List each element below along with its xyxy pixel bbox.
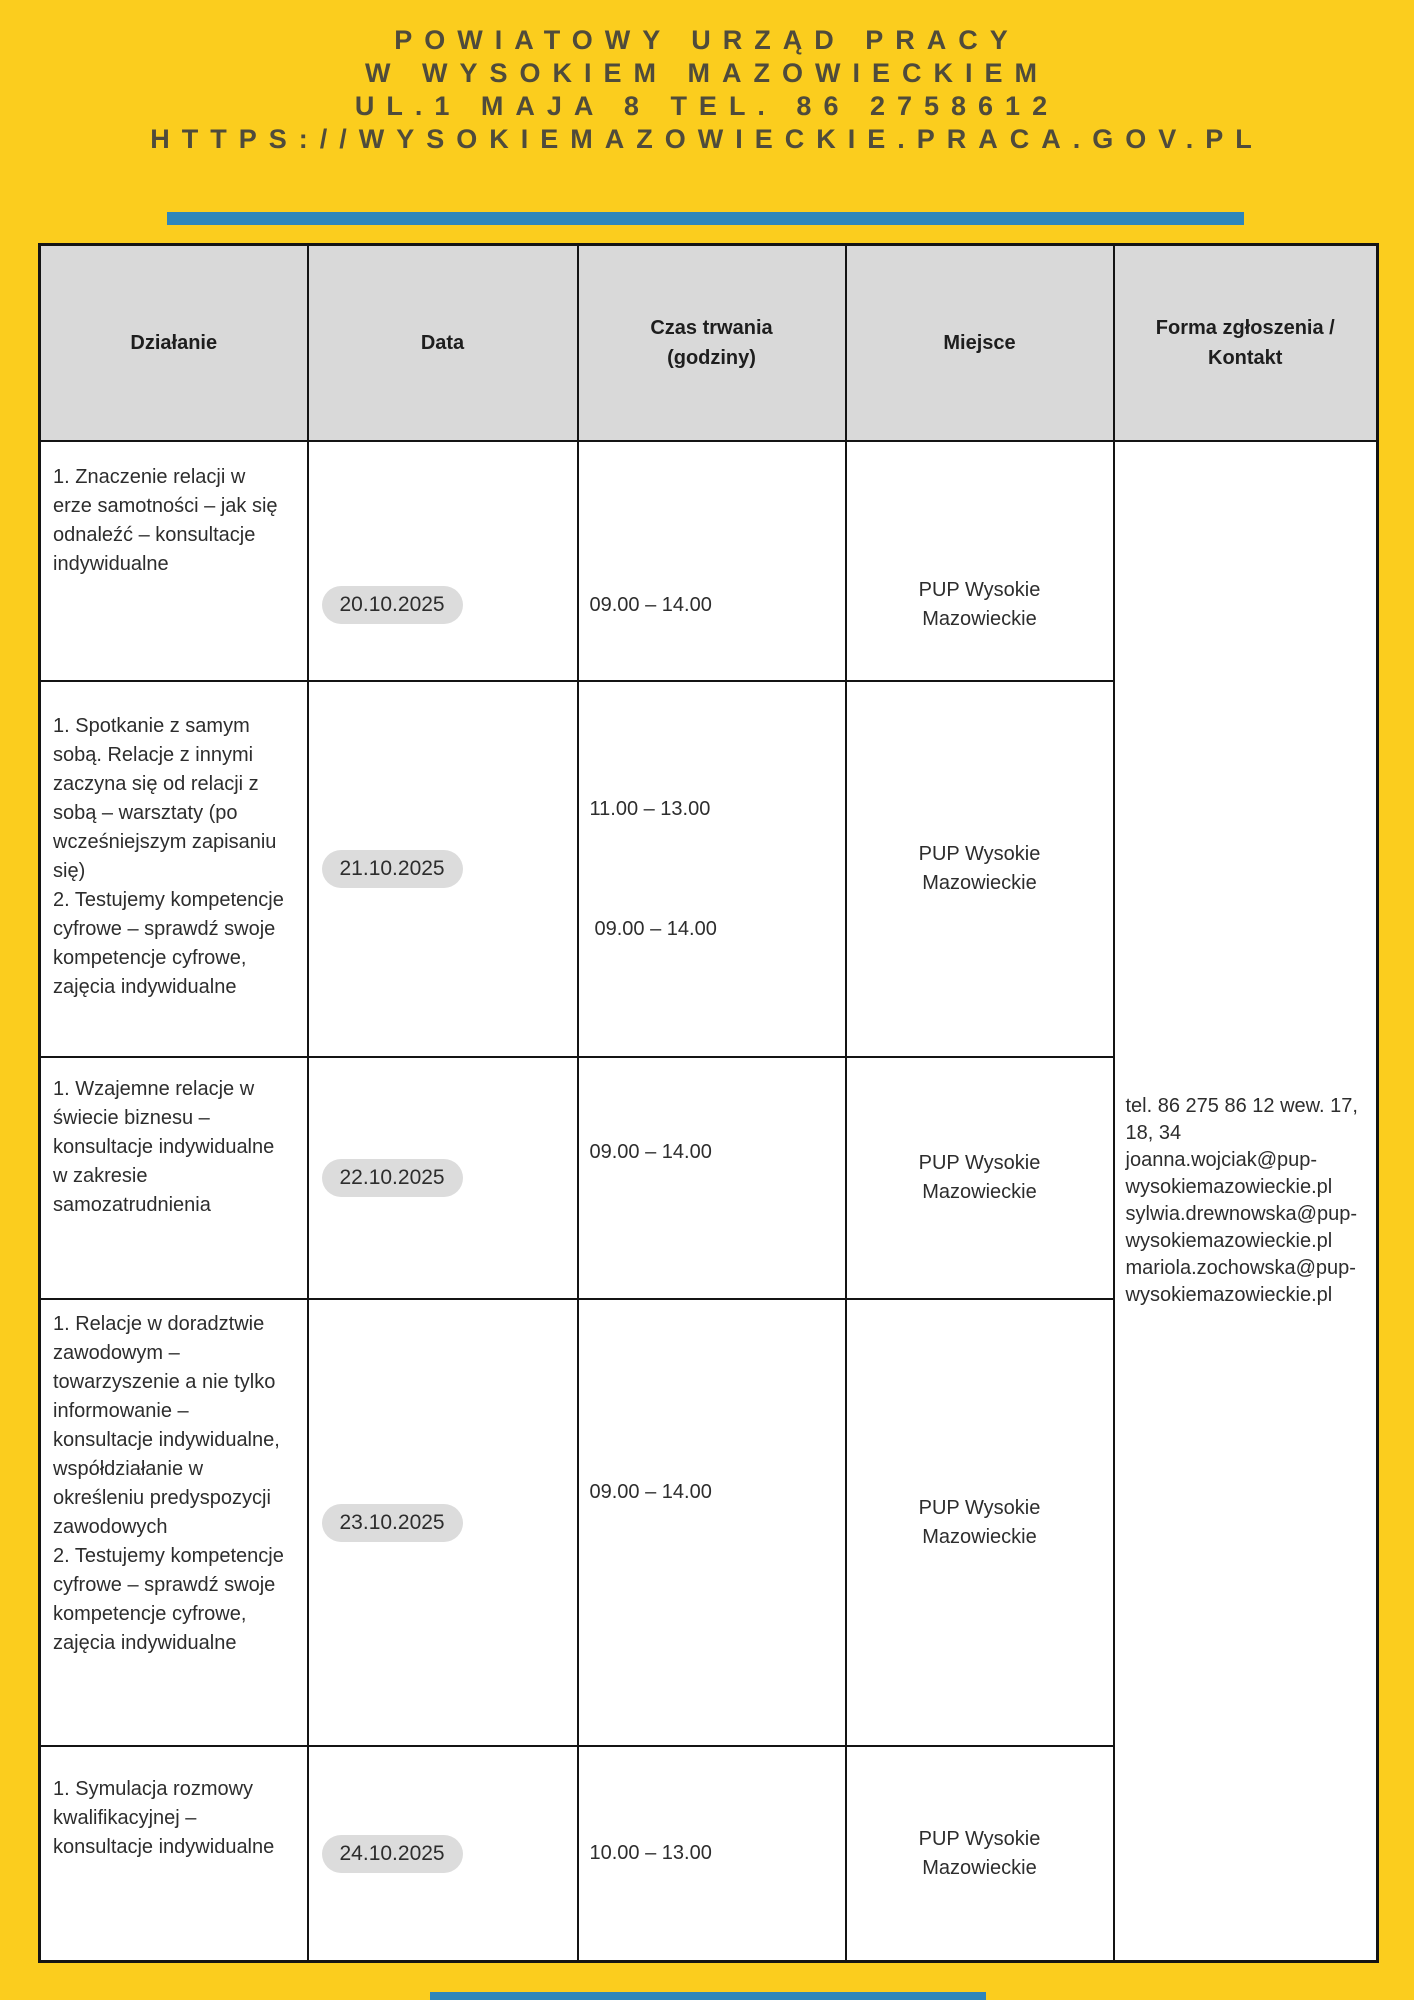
time-value: 09.00 – 14.00 bbox=[589, 593, 712, 616]
col-header-miejsce: Miejsce bbox=[844, 243, 1115, 442]
contact-email-1: joanna.wojciak@pup-wysokiemazowieckie.pl bbox=[1125, 1149, 1333, 1198]
place-cell: PUP Wysokie Mazowieckie bbox=[844, 439, 1115, 683]
date-cell: 21.10.2025 bbox=[306, 680, 579, 1059]
website-url: HTTPS://WYSOKIEMAZOWIECKIE.PRACA.GOV.PL bbox=[150, 124, 1264, 154]
date-pill: 23.10.2025 bbox=[321, 1503, 463, 1542]
org-address-phone: UL.1 MAJA 8 TEL. 86 2758612 bbox=[354, 91, 1060, 121]
time-value: 09.00 – 14.00 bbox=[589, 1481, 712, 1504]
activity-cell: 1. Wzajemne relacje w świecie biznesu – … bbox=[38, 1056, 309, 1301]
time-value: 10.00 – 13.00 bbox=[589, 1842, 712, 1865]
contact-email-2: sylwia.drewnowska@pup-wysokiemazowieckie… bbox=[1125, 1203, 1358, 1252]
place-value: PUP Wysokie Mazowieckie bbox=[918, 579, 1041, 631]
date-cell: 24.10.2025 bbox=[306, 1745, 579, 1963]
top-accent-bar bbox=[167, 212, 1244, 225]
date-cell: 23.10.2025 bbox=[306, 1298, 579, 1748]
time-cell: 11.00 – 13.00 09.00 – 14.00 bbox=[576, 680, 847, 1059]
table-row: 1. Wzajemne relacje w świecie biznesu – … bbox=[38, 1056, 1378, 1301]
contact-cell: tel. 86 275 86 12 wew. 17, 18, 34 joanna… bbox=[1112, 440, 1379, 1963]
activity-cell: 1. Relacje w doradztwie zawodowym – towa… bbox=[38, 1298, 309, 1748]
table-row: 1. Relacje w doradztwie zawodowym – towa… bbox=[38, 1298, 1378, 1748]
time-cell: 10.00 – 13.00 bbox=[576, 1745, 847, 1963]
activity-cell: 1. Symulacja rozmowy kwalifikacyjnej – k… bbox=[38, 1745, 309, 1963]
time-cell: 09.00 – 14.00 bbox=[576, 1298, 847, 1748]
date-pill: 20.10.2025 bbox=[321, 586, 463, 625]
place-value: PUP Wysokie Mazowieckie bbox=[918, 1827, 1041, 1879]
place-cell: PUP Wysokie Mazowieckie bbox=[844, 1745, 1115, 1963]
table-header-row: Działanie Data Czas trwania (godziny) Mi… bbox=[38, 243, 1379, 442]
place-cell: PUP Wysokie Mazowieckie bbox=[844, 1056, 1115, 1301]
col-header-dzialanie: Działanie bbox=[38, 243, 309, 442]
table-row: 1. Znaczenie relacji w erze samotności –… bbox=[38, 439, 1379, 1963]
org-name-line-1: POWIATOWY URZĄD PRACY bbox=[394, 25, 1020, 55]
bottom-accent-bar bbox=[430, 1992, 986, 2000]
place-value: PUP Wysokie Mazowieckie bbox=[918, 843, 1041, 895]
date-cell: 20.10.2025 bbox=[306, 439, 579, 683]
table-row: 1. Symulacja rozmowy kwalifikacyjnej – k… bbox=[38, 1745, 1378, 1963]
col-header-forma-zgloszenia: Forma zgłoszenia / Kontakt bbox=[1112, 243, 1379, 442]
contact-email-3: mariola.zochowska@pup-wysokiemazowieckie… bbox=[1125, 1257, 1356, 1306]
place-value: PUP Wysokie Mazowieckie bbox=[918, 1152, 1041, 1204]
time-cell: 09.00 – 14.00 bbox=[576, 1056, 847, 1301]
date-pill: 22.10.2025 bbox=[321, 1159, 463, 1198]
date-cell: 22.10.2025 bbox=[306, 1056, 579, 1301]
org-name-line-2: W WYSOKIEM MAZOWIECKIEM bbox=[365, 58, 1049, 88]
date-pill: 21.10.2025 bbox=[321, 850, 463, 889]
table-row: 1. Spotkanie z samym sobą. Relacje z inn… bbox=[38, 680, 1378, 1059]
place-value: PUP Wysokie Mazowieckie bbox=[918, 1496, 1041, 1548]
time-cell: 09.00 – 14.00 bbox=[576, 439, 847, 683]
col-header-data: Data bbox=[306, 243, 579, 442]
time-value: 11.00 – 13.00 bbox=[589, 797, 711, 820]
place-cell: PUP Wysokie Mazowieckie bbox=[844, 1298, 1115, 1748]
contact-phone: tel. 86 275 86 12 wew. 17, 18, 34 bbox=[1125, 1095, 1358, 1144]
activity-cell: 1. Spotkanie z samym sobą. Relacje z inn… bbox=[38, 680, 309, 1059]
time-value: 09.00 – 14.00 bbox=[594, 917, 717, 940]
masthead: POWIATOWY URZĄD PRACY W WYSOKIEM MAZOWIE… bbox=[0, 24, 1414, 156]
time-value: 09.00 – 14.00 bbox=[589, 1140, 712, 1163]
date-pill: 24.10.2025 bbox=[321, 1834, 463, 1873]
place-cell: PUP Wysokie Mazowieckie bbox=[844, 680, 1115, 1059]
activity-cell: 1. Znaczenie relacji w erze samotności –… bbox=[38, 439, 309, 683]
col-header-czas-trwania: Czas trwania (godziny) bbox=[576, 243, 847, 442]
schedule-table: Działanie Data Czas trwania (godziny) Mi… bbox=[38, 243, 1379, 1963]
